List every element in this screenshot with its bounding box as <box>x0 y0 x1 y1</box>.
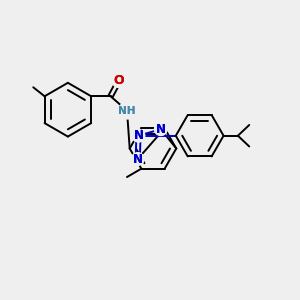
Text: N: N <box>133 152 143 166</box>
Text: NH: NH <box>118 106 136 116</box>
Text: N: N <box>134 129 143 142</box>
Text: N: N <box>134 129 143 142</box>
Text: NH: NH <box>118 106 136 116</box>
Circle shape <box>133 130 144 142</box>
Text: O: O <box>114 74 124 87</box>
Circle shape <box>119 103 135 118</box>
Circle shape <box>132 153 144 165</box>
Circle shape <box>112 74 125 87</box>
Text: N: N <box>156 123 166 136</box>
Circle shape <box>155 123 167 135</box>
Text: N: N <box>133 152 143 166</box>
Circle shape <box>118 102 135 119</box>
Circle shape <box>132 130 145 142</box>
Circle shape <box>131 153 144 165</box>
Circle shape <box>112 74 125 87</box>
Text: O: O <box>114 74 124 87</box>
Circle shape <box>154 123 167 136</box>
Text: N: N <box>156 123 166 136</box>
